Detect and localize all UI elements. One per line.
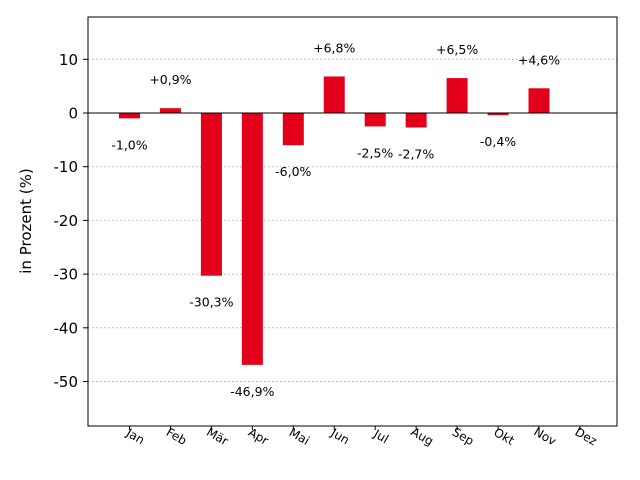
y-tick-label: -40 [54, 319, 79, 337]
x-tick-label: Aug [409, 425, 436, 449]
data-label-sep: +6,5% [436, 42, 478, 57]
y-tick-label: -20 [54, 212, 79, 230]
x-tick-label: Jan [123, 425, 147, 447]
y-axis-ticks: 10 0 -10 -20 -30 -40 -50 [54, 51, 88, 391]
y-axis-title: in Prozent (%) [17, 168, 35, 273]
data-label-mär: -30,3% [189, 295, 233, 310]
bars [119, 76, 550, 365]
x-tick-label: Apr [246, 425, 271, 448]
x-axis-labels: Jan Feb Mär Apr Mai Jun Jul Aug Sep Okt Nov Dez [123, 425, 599, 449]
x-tick-label: Nov [531, 425, 558, 449]
data-label-nov: +4,6% [518, 52, 560, 67]
x-tick-label: Mai [287, 425, 312, 448]
y-tick-label: 10 [59, 51, 78, 69]
bar-okt [487, 113, 509, 116]
data-labels: -1,0% +0,9% -30,3% -46,9% -6,0% +6,8% -2,5% -2,… [111, 40, 560, 398]
data-label-feb: +0,9% [149, 72, 191, 87]
y-tick-label: 0 [68, 105, 78, 123]
y-tick-label: -10 [54, 158, 79, 176]
data-label-jun: +6,8% [313, 40, 355, 55]
x-tick-label: Sep [450, 425, 477, 448]
data-label-jan: -1,0% [111, 137, 147, 152]
bar-mär [200, 113, 222, 276]
y-tick-label: -50 [54, 373, 79, 391]
x-tick-label: Feb [164, 425, 189, 448]
plot-frame [87, 16, 618, 427]
x-tick-label: Jun [328, 425, 352, 447]
x-tick-label: Mär [204, 425, 231, 448]
data-label-jul: -2,5% [357, 145, 393, 160]
data-label-aug: -2,7% [398, 146, 434, 161]
y-tick-label: -30 [54, 266, 79, 284]
data-label-mai: -6,0% [275, 164, 311, 179]
bar-aug [405, 113, 427, 128]
bar-jul [364, 113, 386, 127]
bar-feb [159, 108, 181, 113]
x-tick-label: Jul [371, 426, 391, 446]
grid-lines [88, 58, 617, 382]
bar-nov [528, 88, 550, 113]
bar-sep [446, 78, 468, 113]
bar-jan [119, 113, 140, 119]
bar-apr [241, 113, 263, 365]
x-tick-label: Okt [491, 425, 517, 448]
data-label-apr: -46,9% [230, 384, 274, 399]
bar-jun [323, 76, 345, 113]
data-label-okt: -0,4% [480, 134, 516, 149]
x-tick-label: Dez [573, 425, 600, 449]
bar-mai [282, 113, 304, 146]
